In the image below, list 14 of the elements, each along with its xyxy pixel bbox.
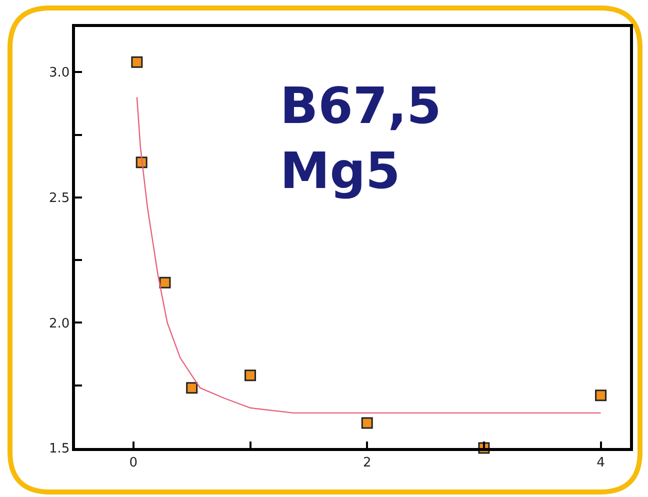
y-tick-label: 1.5	[48, 442, 70, 457]
y-tick-label: 2.5	[48, 190, 70, 206]
x-tick-label: 2	[362, 455, 372, 470]
annotation: B67,5 Mg5	[280, 77, 442, 200]
point	[595, 390, 607, 402]
y-tick-label: 3.0	[48, 66, 70, 81]
x-tick-label: 0	[129, 455, 138, 470]
point	[186, 382, 198, 394]
point	[244, 370, 256, 382]
point	[361, 417, 373, 429]
point	[159, 276, 171, 288]
point	[131, 56, 143, 68]
x-tick-label: 4	[596, 455, 605, 470]
y-tick-label: 2.0	[48, 316, 70, 332]
